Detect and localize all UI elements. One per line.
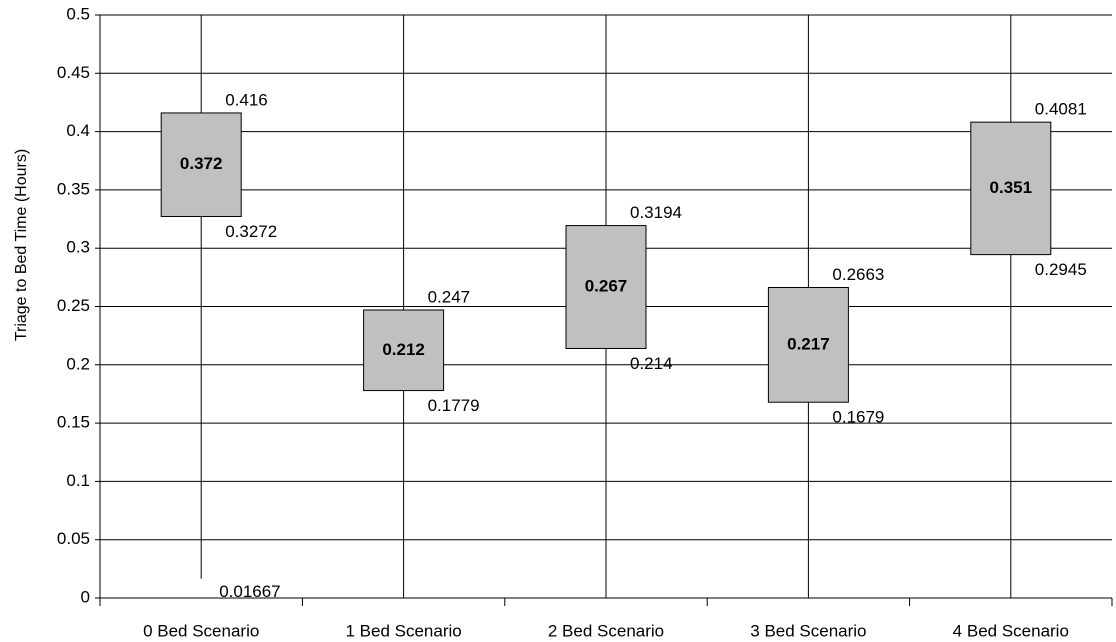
mean-label: 0.212 (382, 340, 425, 359)
low-label: 0.1779 (428, 396, 480, 415)
y-tick-label: 0.25 (57, 296, 90, 315)
y-tick-label: 0.2 (66, 354, 90, 373)
mean-label: 0.267 (585, 277, 628, 296)
mean-label: 0.217 (787, 334, 830, 353)
high-label: 0.2663 (832, 265, 884, 284)
min-label: 0.01667 (219, 582, 280, 601)
box (767, 286, 849, 403)
box (363, 309, 445, 392)
high-label: 0.247 (428, 287, 471, 306)
x-tick-label: 1 Bed Scenario (345, 621, 461, 640)
low-label: 0.3272 (225, 222, 277, 241)
y-tick-label: 0.35 (57, 179, 90, 198)
x-tick-label: 4 Bed Scenario (953, 621, 1069, 640)
low-label: 0.214 (630, 354, 673, 373)
y-tick-label: 0.5 (66, 4, 90, 23)
low-label: 0.1679 (832, 408, 884, 427)
y-tick-label: 0.4 (66, 121, 90, 140)
y-tick-label: 0.05 (57, 529, 90, 548)
y-axis-label: Triage to Bed Time (Hours) (13, 149, 30, 341)
box (160, 112, 242, 217)
low-label: 0.2945 (1035, 260, 1087, 279)
y-tick-label: 0 (81, 587, 90, 606)
x-tick-label: 2 Bed Scenario (548, 621, 664, 640)
y-tick-label: 0.15 (57, 413, 90, 432)
y-tick-label: 0.1 (66, 471, 90, 490)
x-tick-label: 3 Bed Scenario (750, 621, 866, 640)
x-tick-label: 0 Bed Scenario (143, 621, 259, 640)
box (970, 121, 1052, 256)
y-tick-label: 0.45 (57, 63, 90, 82)
mean-label: 0.372 (180, 154, 223, 173)
high-label: 0.4081 (1035, 100, 1087, 119)
y-tick-label: 0.3 (66, 238, 90, 257)
high-label: 0.416 (225, 90, 268, 109)
box (565, 225, 647, 349)
high-label: 0.3194 (630, 203, 682, 222)
mean-label: 0.351 (990, 178, 1033, 197)
